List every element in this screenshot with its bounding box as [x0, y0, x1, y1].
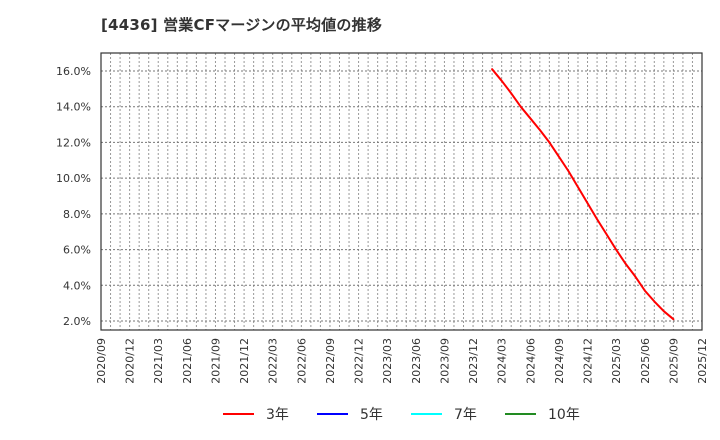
- y-tick-label: 12.0%: [56, 136, 91, 149]
- x-tick-label: 2021/12: [238, 338, 251, 384]
- legend-swatch-icon: [505, 413, 536, 415]
- x-tick-label: 2021/09: [209, 338, 222, 384]
- y-tick-label: 10.0%: [56, 172, 91, 185]
- legend-swatch-icon: [411, 413, 442, 415]
- x-tick-label: 2025/12: [696, 338, 709, 384]
- x-tick-label: 2024/03: [496, 338, 509, 384]
- legend-label: 3年: [266, 407, 289, 423]
- plot-frame: [100, 52, 703, 331]
- legend-swatch-icon: [317, 413, 348, 415]
- legend-label: 5年: [360, 407, 383, 423]
- legend-item: 10年: [505, 402, 580, 426]
- x-tick-label: 2022/06: [295, 338, 308, 384]
- y-tick-label: 16.0%: [56, 65, 91, 78]
- y-tick-label: 4.0%: [63, 279, 91, 292]
- x-tick-label: 2023/06: [410, 338, 423, 384]
- x-tick-label: 2025/03: [610, 338, 623, 384]
- y-tick-label: 6.0%: [63, 244, 91, 257]
- legend-label: 10年: [548, 407, 580, 423]
- x-tick-label: 2022/09: [324, 338, 337, 384]
- x-tick-label: 2021/03: [152, 338, 165, 384]
- x-tick-label: 2025/06: [639, 338, 652, 384]
- legend-label: 7年: [454, 407, 477, 423]
- x-axis: 2020/09 2020/12 2021/03 2021/06 2021/09 2021/…: [95, 338, 709, 384]
- x-tick-label: 2020/12: [124, 338, 137, 384]
- legend-swatch-icon: [223, 413, 254, 415]
- plot-area: [101, 53, 702, 330]
- y-tick-label: 8.0%: [63, 208, 91, 221]
- x-tick-label: 2024/06: [524, 338, 537, 384]
- x-tick-label: 2022/12: [353, 338, 366, 384]
- y-tick-label: 14.0%: [56, 101, 91, 114]
- legend-item: 5年: [317, 402, 383, 426]
- legend-item: 3年: [223, 402, 289, 426]
- x-tick-label: 2023/09: [438, 338, 451, 384]
- x-tick-label: 2024/12: [582, 338, 595, 384]
- chart-title: [4436] 営業CFマージンの平均値の推移: [101, 16, 383, 34]
- x-tick-label: 2025/09: [667, 338, 680, 384]
- x-tick-label: 2024/09: [553, 338, 566, 384]
- x-tick-label: 2020/09: [95, 338, 108, 384]
- legend-item: 7年: [411, 402, 477, 426]
- x-tick-label: 2021/06: [181, 338, 194, 384]
- x-tick-label: 2022/03: [267, 338, 280, 384]
- x-tick-label: 2023/03: [381, 338, 394, 384]
- y-axis: 2.0% 4.0% 6.0% 8.0% 10.0% 12.0% 14.0% 16.0%: [56, 65, 91, 328]
- y-tick-label: 2.0%: [63, 315, 91, 328]
- chart-legend: 3年 5年 7年 10年: [0, 402, 720, 426]
- x-tick-label: 2023/12: [467, 338, 480, 384]
- gridlines: [101, 53, 702, 330]
- series-line-3年: [491, 68, 675, 321]
